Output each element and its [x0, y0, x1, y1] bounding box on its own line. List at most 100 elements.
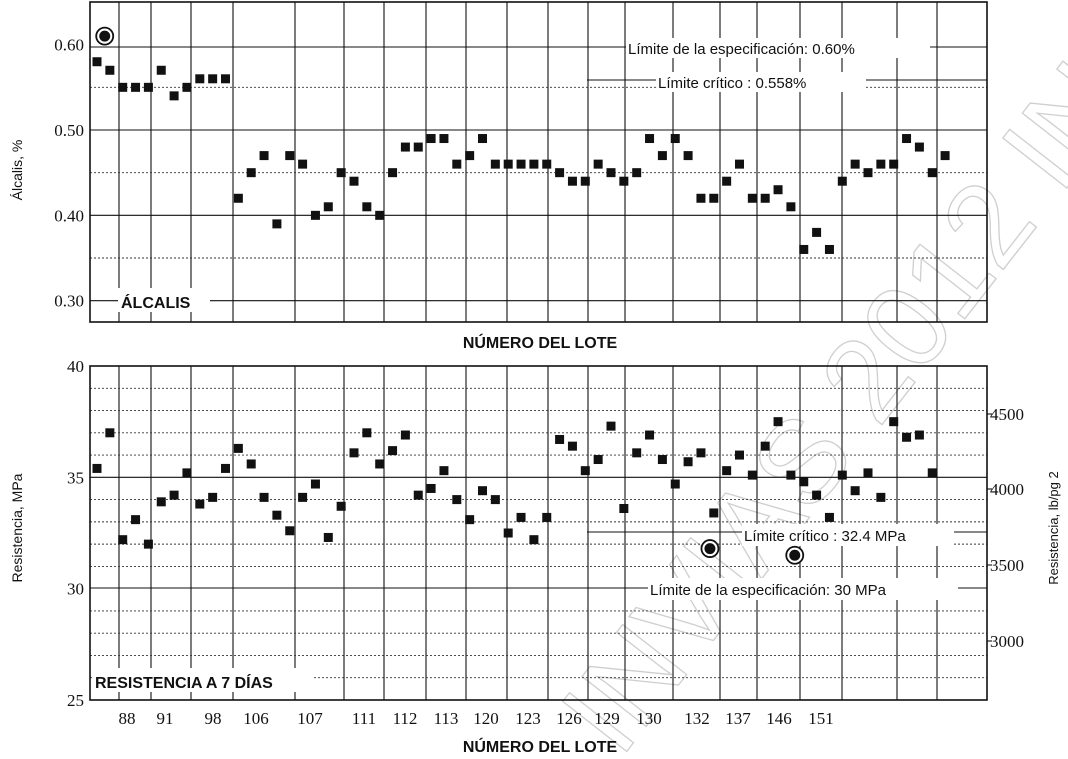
strength-data-point [195, 499, 205, 509]
alkali-data-point [156, 65, 166, 75]
alkali-data-point [580, 176, 590, 186]
alkali-data-point [619, 176, 629, 186]
alkali-data-point [259, 151, 269, 161]
strength-x-tick-label: 137 [725, 709, 751, 728]
alkali-data-point [349, 176, 359, 186]
alkali-data-point [233, 193, 243, 203]
alkali-y-tick-label: 0.40 [54, 206, 84, 225]
strength-x-tick-label: 113 [434, 709, 459, 728]
strength-data-point [285, 526, 295, 536]
strength-data-point [850, 486, 860, 496]
alkali-data-point [799, 244, 809, 254]
alkali-data-point [478, 134, 487, 144]
alkali-data-point [940, 151, 950, 161]
strength-circled-point-core [704, 543, 716, 555]
strength-x-tick-label: 130 [636, 709, 662, 728]
strength-x-tick-label: 107 [297, 709, 323, 728]
alkali-data-point [285, 151, 295, 161]
alkali-data-point [567, 176, 577, 186]
alkali-data-point [439, 134, 449, 144]
strength-data-point [336, 501, 346, 511]
alkali-data-point [143, 82, 153, 92]
strength-right-y-tick-label: 4000 [990, 480, 1024, 499]
strength-data-point [413, 490, 423, 500]
strength-x-tick-label: 120 [473, 709, 499, 728]
strength-y-tick-label: 35 [67, 468, 84, 487]
strength-right-y-tick-label: 3500 [990, 556, 1024, 575]
alkali-data-point [606, 168, 616, 178]
alkali-data-point [310, 210, 320, 220]
strength-data-point [478, 486, 487, 496]
strength-y-axis-label: Resistencia, MPa [9, 473, 25, 582]
strength-data-point [645, 430, 655, 440]
strength-data-point [876, 492, 886, 502]
strength-data-point [889, 417, 899, 427]
alkali-data-point [490, 159, 500, 169]
strength-data-point [465, 515, 475, 525]
alkali-y-tick-label: 0.30 [54, 292, 84, 311]
alkali-y-ticks: 0.30 0.40 0.50 0.60 [54, 36, 84, 311]
strength-data-point [709, 508, 719, 518]
strength-data-point [786, 470, 796, 480]
alkali-y-tick-label: 0.50 [54, 121, 84, 140]
strength-circled-point-core [789, 549, 801, 561]
strength-right-y-axis-label: Resistencia, lb/pg 2 [1046, 471, 1061, 584]
alkali-critical-limit-label: Límite crítico : 0.558% [658, 75, 806, 92]
alkali-data-point [516, 159, 526, 169]
strength-data-point [735, 450, 744, 460]
alkali-data-point [850, 159, 860, 169]
strength-panel: 25 30 35 40 3000 3500 4000 4500 88 91 98 106 107 11… [9, 357, 1061, 756]
alkali-data-point [812, 227, 822, 237]
strength-data-point [375, 459, 385, 469]
alkali-data-point [413, 142, 423, 152]
alkali-points [92, 26, 950, 254]
strength-data-point [606, 421, 616, 431]
strength-data-point [490, 495, 500, 505]
strength-data-point [92, 463, 102, 473]
alkali-data-point [927, 168, 937, 178]
strength-data-point [799, 477, 809, 487]
strength-data-point [503, 528, 513, 538]
strength-data-point [298, 492, 308, 502]
alkali-data-point [632, 168, 642, 178]
strength-data-point [542, 512, 552, 522]
alkali-data-point [876, 159, 886, 169]
strength-data-point [747, 470, 757, 480]
alkali-data-point [221, 74, 230, 84]
alkali-data-point [863, 168, 873, 178]
alkali-data-point [902, 134, 912, 144]
strength-data-point [516, 512, 526, 522]
strength-x-tick-label: 123 [515, 709, 541, 728]
strength-x-tick-label: 98 [205, 709, 222, 728]
alkali-data-point [529, 159, 539, 169]
strength-points [92, 417, 937, 565]
alkali-data-point [92, 57, 102, 67]
alkali-data-point [786, 202, 796, 212]
strength-data-point [657, 455, 667, 465]
strength-data-point [580, 466, 590, 476]
strength-data-point [529, 535, 539, 545]
alkali-spec-limit-label: Límite de la especificación: 0.60% [628, 41, 855, 58]
strength-data-point [902, 432, 912, 442]
watermark: INVIAS 2012 INV [536, 0, 1068, 759]
strength-data-point [118, 535, 128, 545]
strength-y-ticks: 25 30 35 40 [67, 357, 84, 710]
strength-data-point [722, 466, 732, 476]
alkali-data-point [889, 159, 899, 169]
strength-data-point [696, 448, 706, 458]
alkali-data-point [272, 219, 282, 229]
strength-data-point [439, 466, 449, 476]
strength-data-point [400, 430, 410, 440]
alkali-data-point [208, 74, 218, 84]
alkali-data-point [400, 142, 410, 152]
strength-data-point [863, 468, 873, 478]
strength-data-point [452, 495, 462, 505]
strength-y-tick-label: 25 [67, 691, 84, 710]
strength-data-point [760, 441, 770, 451]
alkali-panel: 0.30 0.40 0.50 0.60 Límite de la especifica… [9, 1, 988, 352]
strength-x-tick-label: 151 [808, 709, 834, 728]
alkali-data-point [426, 134, 436, 144]
alkali-y-axis-label: Álcalis, % [9, 140, 25, 201]
strength-panel-label: RESISTENCIA A 7 DÍAS [95, 673, 273, 692]
